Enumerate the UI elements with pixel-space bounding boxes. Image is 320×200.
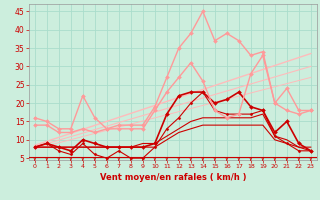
- X-axis label: Vent moyen/en rafales ( km/h ): Vent moyen/en rafales ( km/h ): [100, 173, 246, 182]
